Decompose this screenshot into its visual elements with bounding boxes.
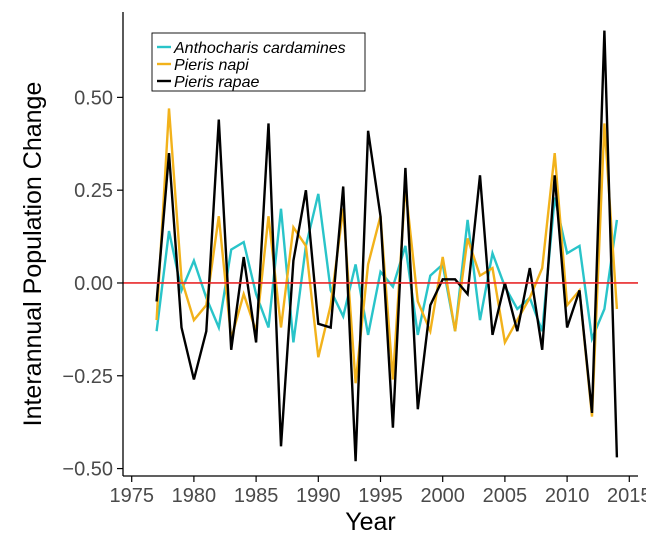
y-tick-label: −0.50 (62, 459, 113, 481)
x-tick-label: 1985 (234, 485, 279, 507)
y-tick-label: 0.50 (74, 87, 113, 109)
x-tick-label: 1975 (109, 485, 154, 507)
y-tick-label: 0.00 (74, 273, 113, 295)
y-axis-ticks: −0.50 −0.25 0.00 0.25 0.50 (62, 87, 123, 481)
x-tick-label: 1995 (358, 485, 403, 507)
x-tick-label: 2015 (607, 485, 646, 507)
x-tick-label: 2000 (420, 485, 465, 507)
legend-box (151, 32, 366, 92)
y-axis-title: Interannual Population Change (19, 82, 47, 427)
series-line (155, 30, 619, 462)
x-axis-ticks: 1975 1980 1985 1990 1995 2000 2005 2010 2015 (109, 476, 646, 507)
x-tick-label: 2005 (483, 485, 528, 507)
y-tick-label: −0.25 (62, 366, 113, 388)
x-tick-label: 1990 (296, 485, 341, 507)
x-tick-label: 1980 (172, 485, 217, 507)
series-pieris-rapae (155, 30, 619, 462)
series-line (155, 193, 619, 344)
legend-label: Pieris rapae (174, 74, 259, 91)
series-layer (155, 30, 619, 462)
x-axis-title: Year (345, 508, 396, 536)
legend-label: Pieris napi (174, 57, 249, 74)
y-tick-label: 0.25 (74, 180, 113, 202)
series-anthocharis-cardamines (155, 193, 619, 344)
legend-label: Anthocharis cardamines (173, 40, 346, 57)
x-tick-label: 2010 (545, 485, 590, 507)
